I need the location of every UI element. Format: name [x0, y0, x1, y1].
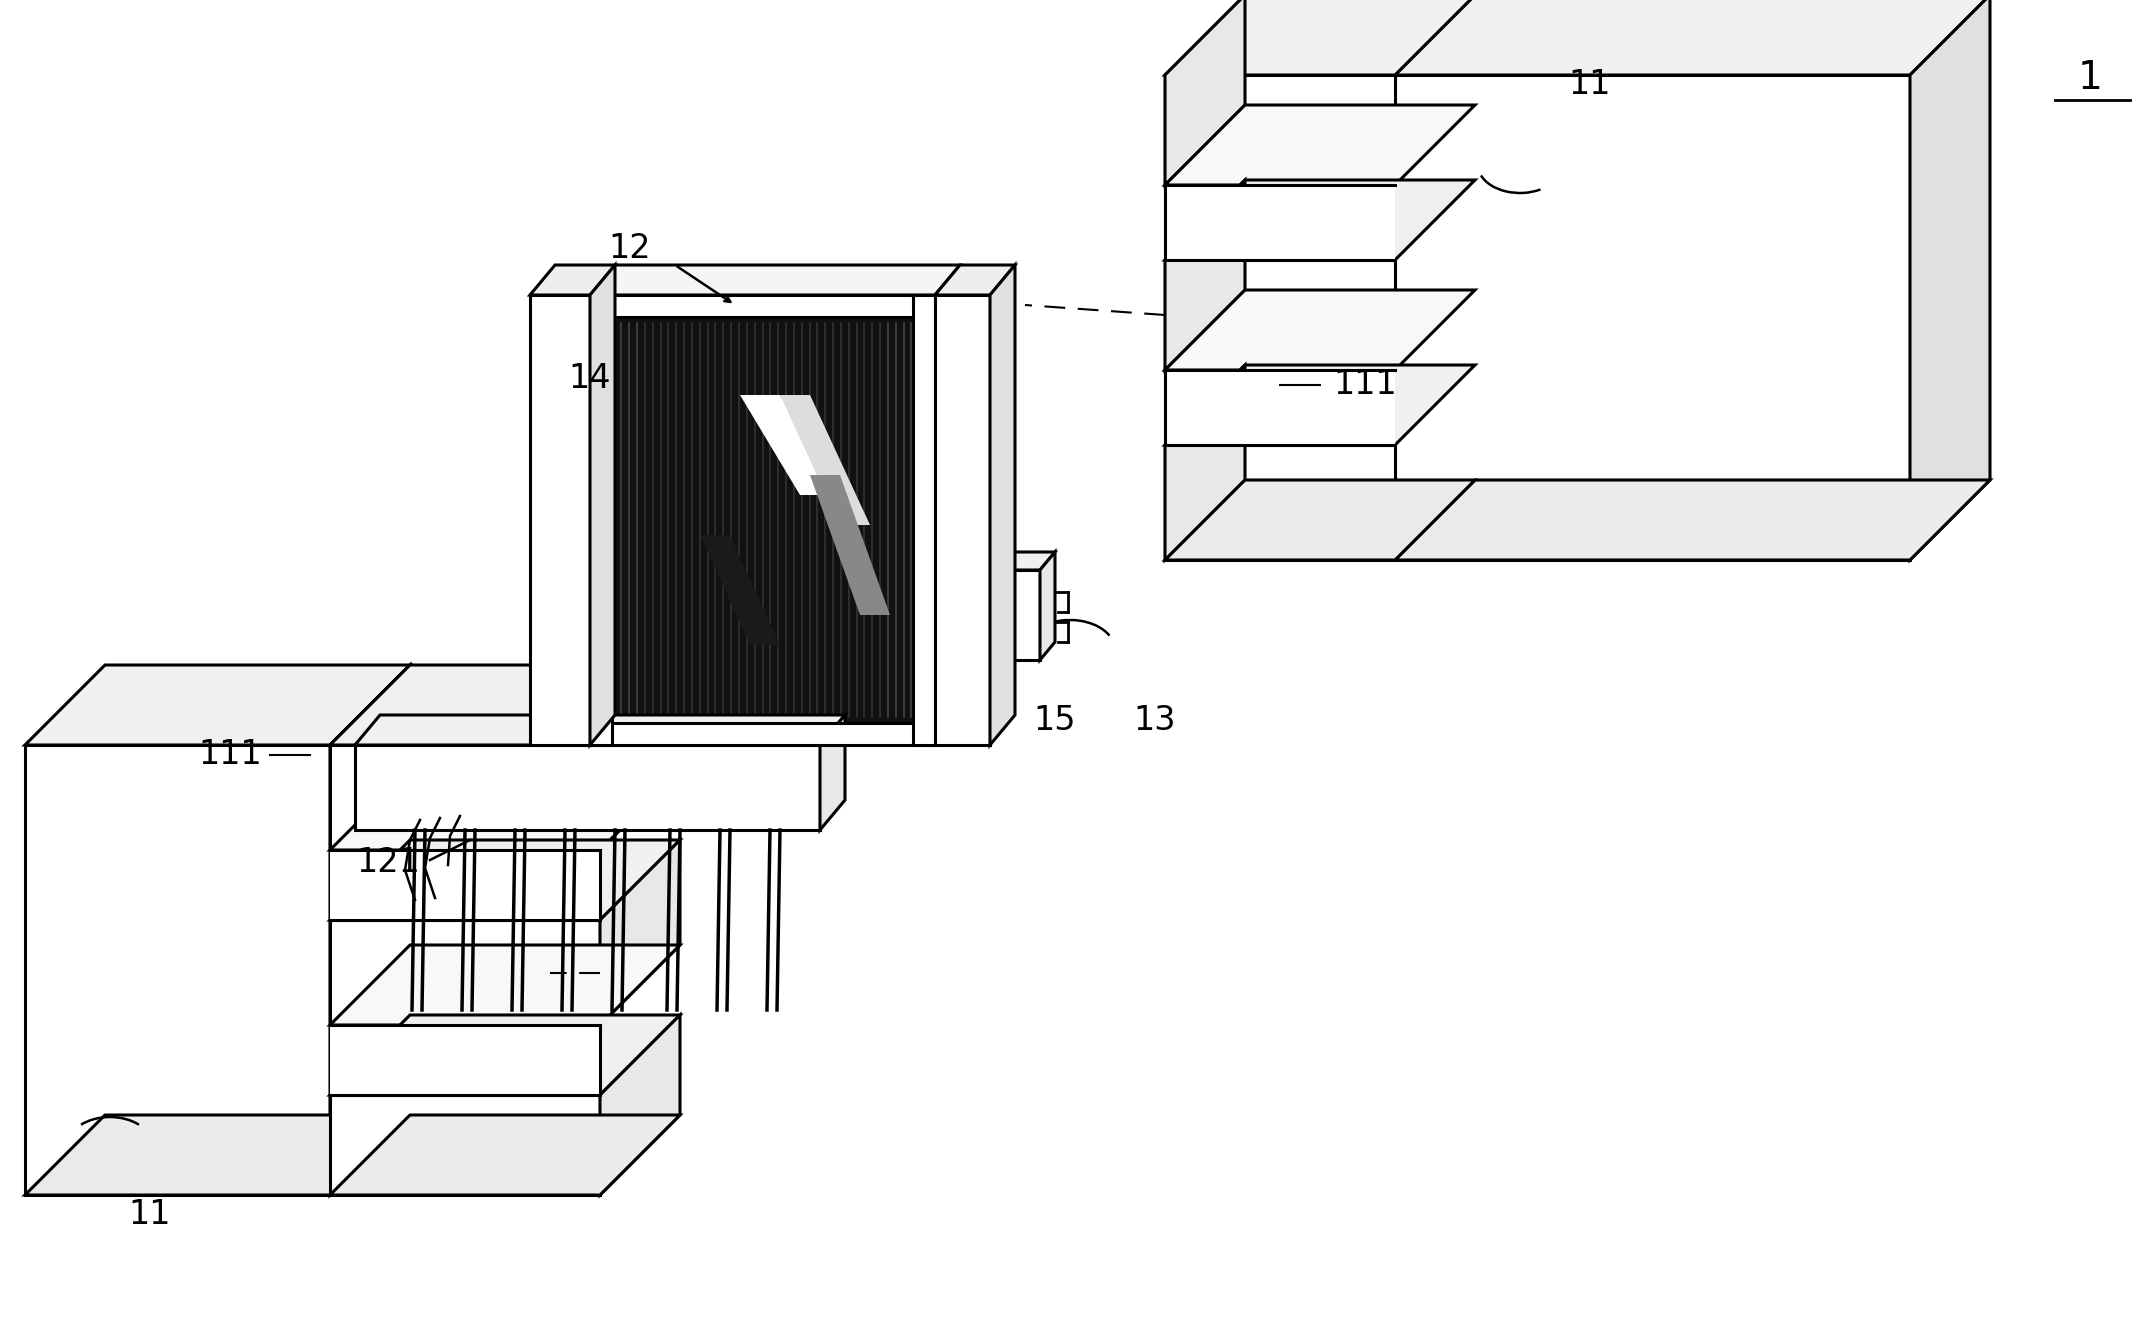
- Polygon shape: [1165, 364, 1475, 445]
- Polygon shape: [591, 266, 614, 745]
- Polygon shape: [1910, 0, 1989, 559]
- Polygon shape: [330, 920, 599, 1025]
- Polygon shape: [599, 665, 681, 850]
- Polygon shape: [330, 945, 681, 1025]
- Polygon shape: [809, 475, 891, 615]
- Polygon shape: [591, 724, 936, 745]
- Polygon shape: [779, 395, 869, 525]
- Text: 111: 111: [199, 738, 261, 772]
- Polygon shape: [591, 315, 936, 725]
- Polygon shape: [26, 745, 330, 1195]
- Polygon shape: [741, 395, 839, 495]
- Polygon shape: [1165, 180, 1246, 370]
- Polygon shape: [700, 535, 779, 645]
- Polygon shape: [1165, 75, 1396, 186]
- Polygon shape: [355, 716, 846, 745]
- Polygon shape: [591, 295, 936, 316]
- Polygon shape: [599, 840, 681, 1025]
- Text: 12: 12: [608, 231, 651, 264]
- Polygon shape: [330, 1095, 599, 1195]
- Polygon shape: [330, 665, 409, 1195]
- Text: 1: 1: [2077, 59, 2102, 97]
- Text: 11: 11: [1569, 68, 1612, 101]
- Text: 13: 13: [1135, 704, 1175, 737]
- Polygon shape: [591, 284, 959, 315]
- Polygon shape: [531, 266, 614, 295]
- Polygon shape: [330, 850, 599, 920]
- Polygon shape: [330, 1025, 599, 1095]
- Polygon shape: [936, 295, 989, 745]
- Polygon shape: [591, 295, 612, 745]
- Polygon shape: [591, 266, 959, 295]
- Polygon shape: [1165, 0, 1475, 75]
- Polygon shape: [1396, 75, 1910, 559]
- Polygon shape: [968, 570, 1041, 659]
- Polygon shape: [1165, 180, 1475, 260]
- Polygon shape: [330, 1115, 681, 1195]
- Polygon shape: [968, 551, 1056, 570]
- Text: 121: 121: [355, 846, 420, 880]
- Polygon shape: [330, 665, 681, 745]
- Text: 111: 111: [1334, 368, 1396, 402]
- Polygon shape: [912, 295, 936, 745]
- Polygon shape: [1165, 445, 1396, 559]
- Polygon shape: [330, 745, 599, 850]
- Polygon shape: [989, 266, 1015, 745]
- Ellipse shape: [921, 346, 948, 694]
- Polygon shape: [599, 1015, 681, 1195]
- Polygon shape: [330, 840, 681, 920]
- Polygon shape: [330, 770, 681, 850]
- Polygon shape: [330, 1015, 681, 1095]
- Polygon shape: [820, 716, 846, 830]
- Polygon shape: [1165, 481, 1475, 559]
- Polygon shape: [26, 665, 409, 745]
- Text: 11: 11: [128, 1199, 171, 1231]
- Polygon shape: [1165, 290, 1475, 370]
- Ellipse shape: [576, 346, 604, 694]
- Polygon shape: [1396, 0, 1989, 75]
- Polygon shape: [1165, 186, 1396, 260]
- Polygon shape: [1165, 105, 1475, 186]
- Polygon shape: [1041, 551, 1056, 659]
- Polygon shape: [1165, 370, 1396, 445]
- Text: 15: 15: [1034, 704, 1077, 737]
- Polygon shape: [1165, 260, 1396, 370]
- Polygon shape: [936, 266, 1015, 295]
- Polygon shape: [355, 745, 820, 830]
- Text: 14: 14: [570, 362, 610, 395]
- Polygon shape: [531, 295, 591, 745]
- Polygon shape: [1396, 481, 1989, 559]
- Polygon shape: [1165, 0, 1246, 186]
- Polygon shape: [1165, 364, 1246, 559]
- Polygon shape: [26, 1115, 409, 1195]
